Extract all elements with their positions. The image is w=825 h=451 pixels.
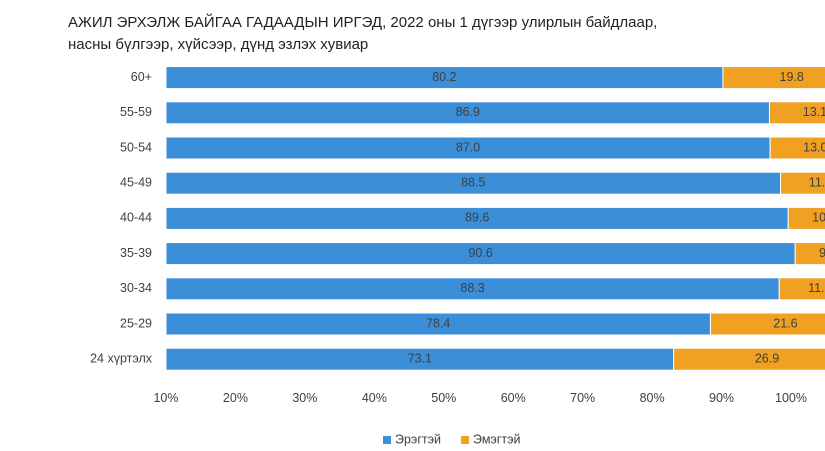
value-label: 90.6	[468, 246, 492, 260]
y-tick-label: 55-59	[120, 105, 152, 119]
x-tick-label: 70%	[570, 391, 595, 405]
bar-segment	[709, 312, 825, 336]
x-tick-label: 50%	[431, 391, 456, 405]
value-label: 13.0	[803, 140, 825, 154]
value-label: 11.7	[808, 281, 825, 295]
value-label: 73.1	[408, 351, 432, 365]
legend-label: Эмэгтэй	[473, 432, 520, 446]
bar-segment	[769, 136, 825, 160]
x-tick-label: 60%	[501, 391, 526, 405]
value-label: 88.5	[461, 175, 485, 189]
legend-label: Эрэгтэй	[395, 432, 441, 446]
x-tick-label: 30%	[292, 391, 317, 405]
y-tick-label: 60+	[131, 70, 152, 84]
bar-segment	[780, 171, 825, 195]
bar-segment	[778, 277, 825, 301]
y-tick-label: 45-49	[120, 175, 152, 189]
value-label: 88.3	[460, 281, 484, 295]
value-label: 13.1	[803, 105, 825, 119]
bar-segment	[794, 242, 825, 266]
value-label: 11.5	[809, 175, 825, 189]
x-tick-label: 100%	[775, 391, 807, 405]
value-label: 78.4	[426, 316, 450, 330]
x-tick-label: 40%	[362, 391, 387, 405]
value-label: 87.0	[456, 140, 480, 154]
bar-segment	[673, 347, 825, 371]
value-label: 26.9	[755, 351, 779, 365]
y-tick-label: 35-39	[120, 246, 152, 260]
chart-title: АЖИЛ ЭРХЭЛЖ БАЙГАА ГАДААДЫН ИРГЭД, 2022 …	[68, 13, 657, 31]
x-tick-label: 20%	[223, 391, 248, 405]
y-tick-label: 50-54	[120, 140, 152, 154]
legend-swatch	[383, 436, 391, 444]
y-tick-label: 25-29	[120, 316, 152, 330]
legend-swatch	[460, 436, 469, 444]
x-tick-label: 90%	[709, 391, 734, 405]
bar-segment	[768, 101, 825, 125]
bar-segment	[722, 66, 825, 90]
value-label: 9.4	[819, 246, 825, 260]
value-label: 89.6	[465, 211, 489, 225]
chart-title: насны бүлгээр, хүйсээр, дүнд эзлэх хувиа…	[68, 36, 368, 53]
value-label: 10.4	[812, 211, 825, 225]
value-label: 86.9	[456, 105, 480, 119]
y-tick-label: 24 хүртэлх	[90, 351, 153, 365]
value-label: 21.6	[773, 316, 797, 330]
bar-segment	[787, 206, 825, 230]
value-label: 19.8	[780, 70, 804, 84]
y-tick-label: 30-34	[120, 281, 152, 295]
value-label: 80.2	[432, 70, 456, 84]
x-tick-label: 10%	[153, 391, 178, 405]
x-tick-label: 80%	[640, 391, 665, 405]
y-tick-label: 40-44	[120, 211, 152, 225]
